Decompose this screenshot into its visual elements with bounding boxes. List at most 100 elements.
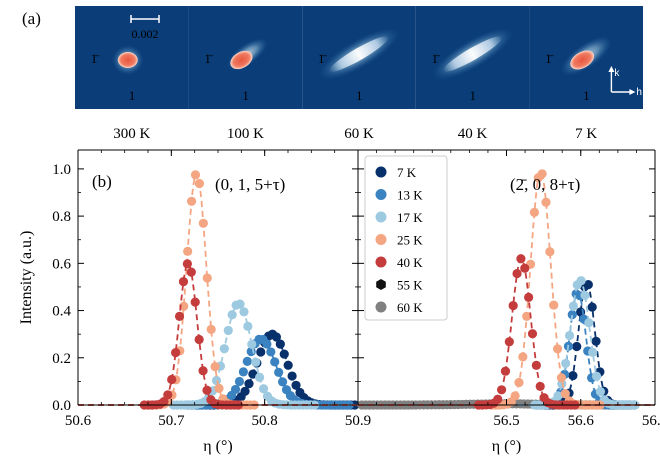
data-point bbox=[564, 330, 575, 341]
data-point bbox=[529, 207, 540, 217]
k-arrowhead bbox=[608, 66, 615, 72]
legend-marker bbox=[375, 189, 387, 200]
data-point bbox=[275, 339, 285, 349]
data-point bbox=[206, 324, 216, 334]
map-temperature-label: 100 K bbox=[227, 126, 264, 142]
data-point bbox=[234, 376, 245, 387]
data-point bbox=[171, 348, 181, 358]
data-point bbox=[524, 292, 534, 302]
legend-label: 60 K bbox=[397, 300, 423, 315]
map-temperature-label: 300 K bbox=[113, 126, 150, 142]
series-line bbox=[78, 171, 358, 406]
x-tick-label: 56.7 bbox=[642, 413, 660, 429]
data-point bbox=[227, 310, 237, 320]
data-point bbox=[568, 301, 578, 311]
data-point bbox=[190, 170, 201, 180]
y-tick-label: 0.8 bbox=[52, 209, 71, 225]
data-point bbox=[163, 390, 173, 400]
data-point bbox=[190, 297, 200, 307]
data-point bbox=[186, 267, 196, 277]
map-y-label: 1̄ bbox=[318, 51, 327, 66]
y-axis-label: Intensity (a.u.) bbox=[18, 231, 35, 325]
data-point bbox=[271, 332, 282, 342]
data-point bbox=[512, 268, 522, 279]
map-y-label: 1̄ bbox=[204, 51, 213, 66]
chart-panel: 56.5 56.6 56.7 (2̄, 0, 8+τ) η (°) 7 K 13 K 17 K… bbox=[357, 149, 660, 455]
map-panel: 1̄ 1 k h bbox=[529, 6, 643, 109]
maps-row: 1̄ 1 0.002 300 K 1̄ 1 100 K 1̄ 1 60 K 1̄ 1 40 K 1̄ 1 k h… bbox=[75, 6, 643, 142]
chart-area: (b) Intensity (a.u.) 50.6 50.7 50.8 50.9 0.0 0… bbox=[18, 149, 660, 455]
map-temperature-label: 7 K bbox=[575, 126, 597, 142]
chart-panel: 50.6 50.7 50.8 50.9 0.0 0.2 0.4 0.6 0.8 1.0 (0, 1,… bbox=[52, 149, 371, 455]
data-point bbox=[591, 336, 601, 346]
data-point bbox=[244, 379, 254, 389]
scatter-core bbox=[570, 50, 595, 70]
data-point bbox=[186, 196, 197, 206]
map-temperature-label: 60 K bbox=[344, 126, 374, 142]
scatter-core bbox=[230, 50, 253, 70]
data-point bbox=[238, 367, 248, 377]
data-point bbox=[182, 259, 192, 269]
data-point bbox=[591, 371, 602, 381]
data-point bbox=[159, 397, 169, 407]
data-point bbox=[500, 366, 511, 376]
panel-title: (0, 1, 5+τ) bbox=[215, 175, 285, 194]
legend-label: 25 K bbox=[397, 233, 423, 248]
data-point bbox=[219, 344, 229, 354]
h-arrowhead bbox=[629, 89, 636, 95]
series-line bbox=[78, 337, 358, 406]
legend-label: 13 K bbox=[397, 188, 423, 203]
data-point bbox=[553, 391, 563, 401]
scatter-streak bbox=[329, 36, 389, 72]
map-panel: 1̄ 1 bbox=[188, 6, 303, 109]
legend-marker bbox=[375, 234, 387, 245]
data-point bbox=[588, 347, 598, 357]
data-point bbox=[279, 349, 289, 359]
data-point bbox=[183, 246, 193, 256]
data-point bbox=[194, 178, 205, 189]
map-y-label: 1̄ bbox=[545, 51, 554, 66]
data-point bbox=[198, 218, 208, 228]
data-point bbox=[243, 321, 253, 331]
data-point bbox=[568, 371, 578, 381]
panel-label-a: (a) bbox=[22, 9, 41, 28]
data-point bbox=[202, 385, 212, 395]
data-point bbox=[270, 357, 280, 367]
data-point bbox=[504, 337, 514, 347]
data-point bbox=[516, 254, 526, 264]
panel-label-b: (b) bbox=[92, 172, 112, 191]
data-point bbox=[552, 344, 563, 354]
y-tick-label: 0.6 bbox=[52, 256, 71, 272]
data-point bbox=[287, 371, 297, 381]
data-point bbox=[567, 310, 577, 320]
scatter-core bbox=[117, 52, 138, 68]
map-x-label: 1 bbox=[242, 88, 249, 103]
data-point bbox=[214, 383, 224, 393]
legend-marker bbox=[375, 301, 387, 313]
panel-title: (2̄, 0, 8+τ) bbox=[510, 175, 580, 194]
data-point bbox=[291, 380, 301, 390]
data-point bbox=[210, 361, 220, 372]
data-point bbox=[514, 377, 524, 388]
data-point bbox=[198, 366, 208, 376]
scatter-streak bbox=[443, 36, 503, 72]
map-y-label: 1̄ bbox=[91, 51, 100, 66]
data-point bbox=[556, 373, 567, 383]
data-point bbox=[541, 197, 551, 207]
data-point bbox=[572, 341, 582, 352]
h-axis-label: h bbox=[636, 87, 642, 98]
data-point bbox=[522, 311, 532, 321]
data-point bbox=[167, 374, 177, 385]
x-tick-label: 50.7 bbox=[158, 413, 185, 429]
map-x-label: 1 bbox=[583, 88, 590, 103]
data-point bbox=[560, 389, 570, 399]
scale-bar-label: 0.002 bbox=[132, 27, 159, 41]
x-tick-label: 50.9 bbox=[345, 413, 371, 429]
y-tick-label: 0.0 bbox=[52, 398, 71, 414]
data-point bbox=[277, 377, 288, 387]
y-tick-label: 1.0 bbox=[52, 162, 71, 178]
map-temperature-label: 40 K bbox=[458, 126, 488, 142]
map-x-label: 1 bbox=[470, 88, 477, 103]
x-tick-label: 56.5 bbox=[493, 413, 519, 429]
